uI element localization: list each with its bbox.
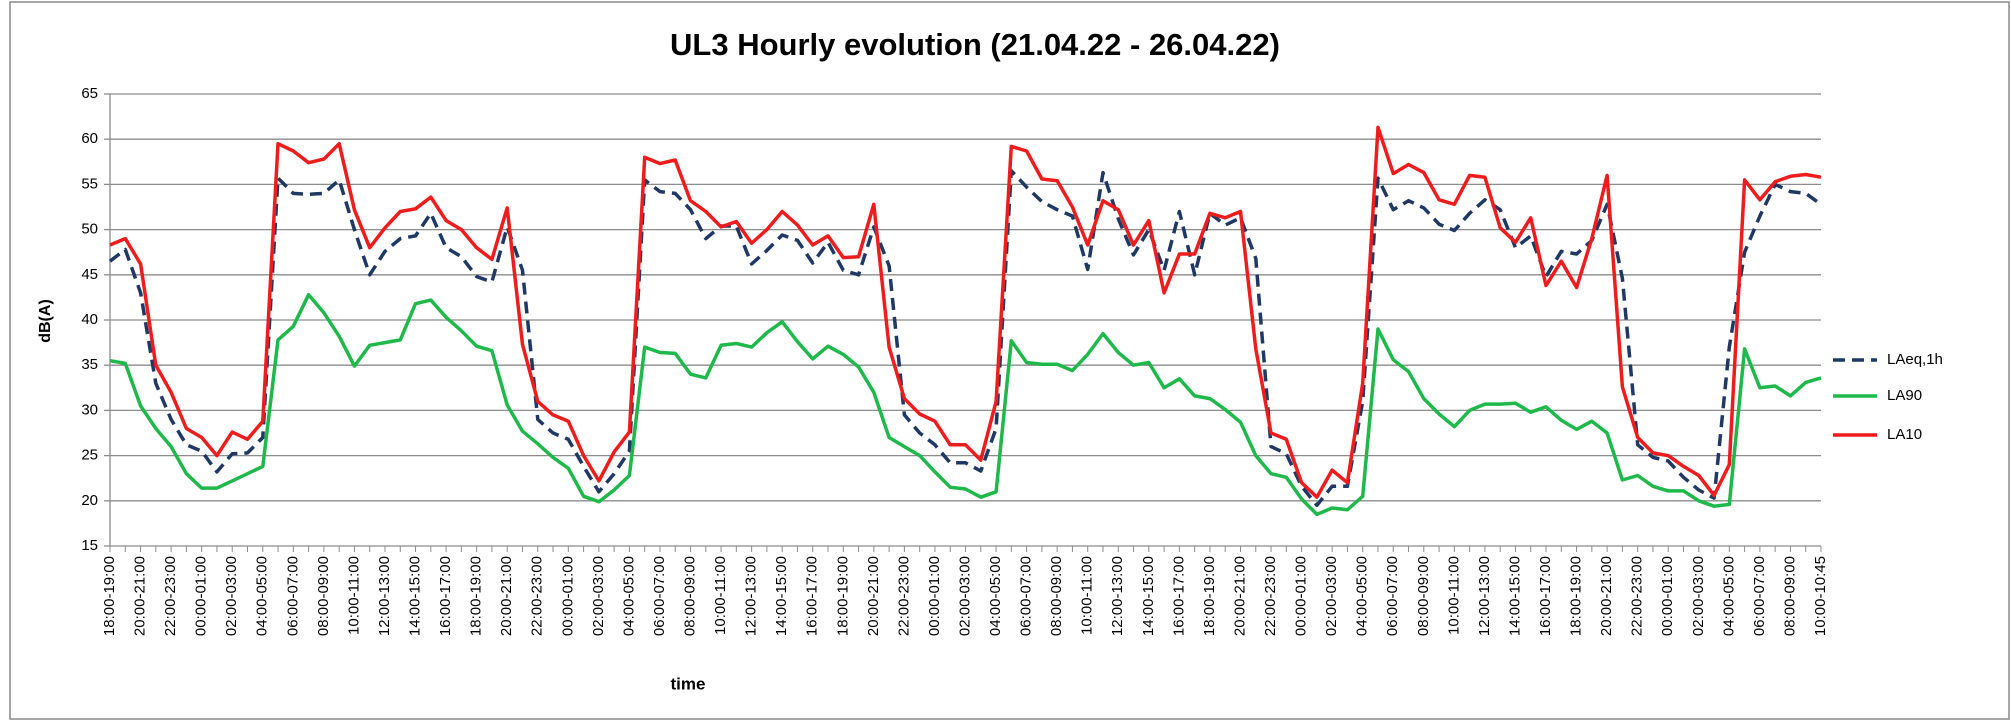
line-series	[108, 169, 1823, 508]
x-tick-label: 16:00-17:00	[804, 556, 821, 636]
x-tick-label: 20:00-21:00	[1231, 556, 1248, 636]
x-tick-label: 08:00-09:00	[1415, 556, 1432, 636]
x-tick-label: 22:00-23:00	[1262, 556, 1279, 636]
line-series	[109, 292, 1822, 517]
y-tick-label: 50	[81, 221, 98, 238]
x-tick-label: 00:00-01:00	[193, 556, 210, 636]
x-tick-label: 02:00-03:00	[956, 556, 973, 636]
x-tick-label: 02:00-03:00	[1323, 556, 1340, 636]
x-tick-label: 22:00-23:00	[1629, 556, 1646, 636]
x-tick-label: 16:00-17:00	[437, 556, 454, 636]
y-tick-label: 55	[81, 175, 98, 192]
x-tick-label: 20:00-21:00	[1598, 556, 1615, 636]
x-tick-label: 22:00-23:00	[895, 556, 912, 636]
y-tick-label: 25	[81, 447, 98, 464]
y-tick-label: 30	[81, 401, 98, 418]
x-axis-label: time	[671, 674, 706, 693]
x-tick-label: 10:00-11:00	[712, 556, 729, 635]
x-tick-label: 12:00-13:00	[376, 556, 393, 636]
legend-label: LA10	[1887, 426, 1922, 443]
legend-label: LAeq,1h	[1887, 351, 1943, 368]
y-tick-label: 20	[81, 492, 98, 509]
x-tick-label: 20:00-21:00	[865, 556, 882, 636]
x-tick-label: 10:00-10:45	[1812, 556, 1829, 636]
x-tick-label: 14:00-15:00	[1140, 556, 1157, 636]
line-series	[109, 125, 1822, 499]
x-tick-label: 06:00-07:00	[1018, 556, 1035, 636]
chart-title: UL3 Hourly evolution (21.04.22 - 26.04.2…	[670, 27, 1280, 62]
legend-label: LA90	[1887, 387, 1922, 404]
x-tick-label: 02:00-03:00	[1690, 556, 1707, 636]
x-tick-label: 06:00-07:00	[1384, 556, 1401, 636]
x-tick-label: 10:00-11:00	[345, 556, 362, 635]
x-tick-label: 14:00-15:00	[1506, 556, 1523, 636]
x-tick-label: 12:00-13:00	[743, 556, 760, 636]
x-tick-label: 02:00-03:00	[223, 556, 240, 636]
x-tick-label: 06:00-07:00	[651, 556, 668, 636]
x-tick-label: 00:00-01:00	[1293, 556, 1310, 636]
x-tick-label: 00:00-01:00	[559, 556, 576, 636]
x-tick-label: 16:00-17:00	[1170, 556, 1187, 636]
x-tick-label: 18:00-19:00	[1568, 556, 1585, 636]
x-tick-label: 08:00-09:00	[1048, 556, 1065, 636]
x-tick-label: 14:00-15:00	[773, 556, 790, 636]
x-tick-label: 18:00-19:00	[101, 556, 118, 636]
y-tick-label: 45	[81, 266, 98, 283]
x-tick-label: 18:00-19:00	[834, 556, 851, 636]
y-tick-label: 15	[81, 537, 98, 554]
x-tick-label: 04:00-05:00	[620, 556, 637, 636]
y-axis-label: dB(A)	[37, 299, 54, 343]
x-tick-label: 04:00-05:00	[1720, 556, 1737, 636]
y-tick-label: 65	[81, 85, 98, 102]
x-tick-label: 22:00-23:00	[162, 556, 179, 636]
x-tick-label: 12:00-13:00	[1476, 556, 1493, 636]
x-tick-label: 02:00-03:00	[590, 556, 607, 636]
x-tick-label: 20:00-21:00	[132, 556, 149, 636]
y-tick-label: 60	[81, 130, 98, 147]
x-tick-label: 14:00-15:00	[407, 556, 424, 636]
x-tick-label: 10:00-11:00	[1079, 556, 1096, 635]
x-tick-label: 16:00-17:00	[1537, 556, 1554, 636]
x-tick-label: 00:00-01:00	[926, 556, 943, 636]
x-tick-label: 20:00-21:00	[498, 556, 515, 636]
x-tick-label: 04:00-05:00	[254, 556, 271, 636]
x-tick-label: 08:00-09:00	[1781, 556, 1798, 636]
x-tick-label: 08:00-09:00	[681, 556, 698, 636]
y-tick-label: 40	[81, 311, 98, 328]
x-tick-label: 04:00-05:00	[987, 556, 1004, 636]
x-tick-label: 22:00-23:00	[529, 556, 546, 636]
x-tick-label: 06:00-07:00	[1751, 556, 1768, 636]
x-tick-label: 18:00-19:00	[468, 556, 485, 636]
x-tick-label: 08:00-09:00	[315, 556, 332, 636]
x-tick-label: 04:00-05:00	[1354, 556, 1371, 636]
x-tick-label: 10:00-11:00	[1445, 556, 1462, 635]
x-tick-label: 18:00-19:00	[1201, 556, 1218, 636]
x-tick-label: 06:00-07:00	[284, 556, 301, 636]
x-tick-label: 12:00-13:00	[1109, 556, 1126, 636]
x-tick-label: 00:00-01:00	[1659, 556, 1676, 636]
y-tick-label: 35	[81, 356, 98, 373]
